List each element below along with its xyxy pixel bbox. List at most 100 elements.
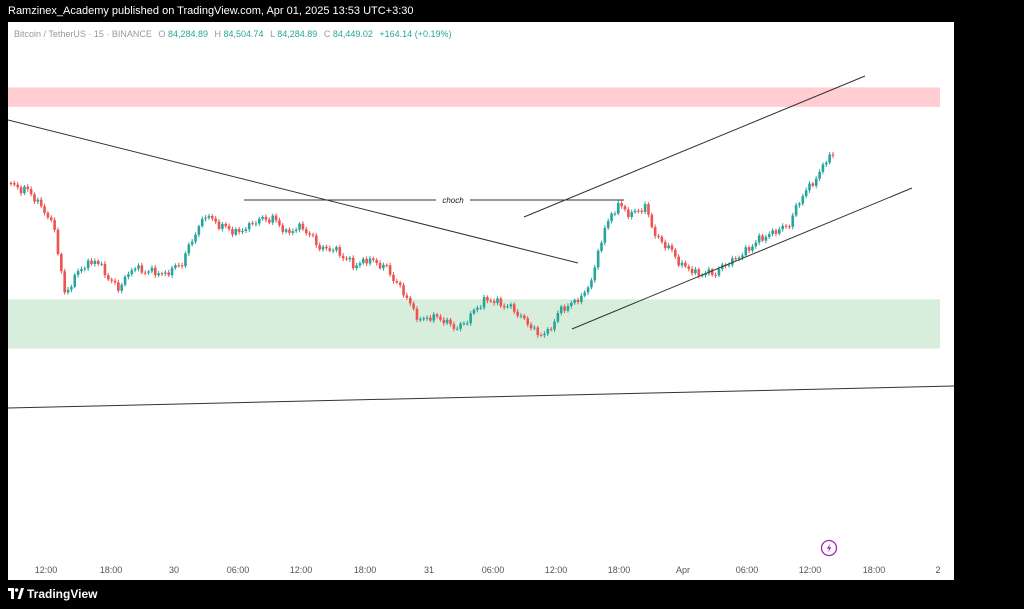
- candle: [241, 228, 244, 235]
- candle: [590, 277, 593, 290]
- descending-trendline[interactable]: [8, 119, 579, 264]
- footer: TradingView: [0, 580, 1024, 609]
- candle: [49, 215, 53, 223]
- candle: [583, 290, 587, 298]
- candle: [133, 266, 137, 273]
- candle: [73, 273, 77, 289]
- candle: [398, 280, 402, 288]
- candle: [224, 221, 228, 229]
- candle: [492, 298, 496, 306]
- candle: [794, 202, 798, 217]
- candle: [637, 208, 640, 214]
- candle: [566, 303, 570, 313]
- candle: [506, 303, 509, 309]
- candle: [375, 257, 379, 266]
- candle: [412, 301, 415, 311]
- candle: [546, 327, 550, 337]
- candle: [811, 181, 815, 188]
- candle: [93, 258, 97, 267]
- price-chart[interactable]: choch Bitcoin / TetherUS · 15 · BINANCE …: [8, 22, 954, 580]
- candle: [304, 226, 308, 236]
- candle: [318, 242, 321, 252]
- candle: [408, 296, 412, 307]
- candle: [663, 239, 667, 251]
- candle: [415, 306, 419, 323]
- candle: [63, 268, 66, 295]
- candle: [328, 245, 332, 253]
- chart-panel[interactable]: choch Bitcoin / TetherUS · 15 · BINANCE …: [8, 22, 954, 580]
- candle: [744, 244, 748, 258]
- candle: [23, 184, 26, 196]
- zones-layer: [8, 87, 940, 349]
- candle: [509, 302, 513, 310]
- candle: [157, 271, 160, 278]
- candle: [573, 298, 576, 305]
- candle: [512, 302, 516, 315]
- candle: [26, 184, 30, 192]
- tradingview-brand[interactable]: TradingView: [27, 587, 98, 601]
- candle: [338, 244, 342, 258]
- open-label: O: [158, 29, 165, 39]
- candle: [378, 260, 382, 270]
- candle: [194, 232, 197, 244]
- long-support-line[interactable]: [8, 385, 954, 409]
- support-zone[interactable]: [8, 299, 940, 349]
- candle: [325, 244, 328, 251]
- candle: [33, 192, 36, 204]
- candle: [737, 255, 741, 262]
- candle: [603, 225, 607, 246]
- candle: [751, 244, 754, 253]
- candle: [76, 268, 80, 278]
- x-tick-label: 31: [424, 565, 434, 575]
- candle: [402, 282, 405, 298]
- candle: [247, 221, 251, 232]
- candle: [351, 255, 355, 271]
- candles-layer: [9, 151, 835, 338]
- candle: [690, 266, 694, 276]
- candle: [13, 180, 16, 187]
- trendlines-layer[interactable]: choch: [8, 75, 954, 409]
- candle: [831, 151, 835, 159]
- publish-header: Ramzinex_Academy published on TradingVie…: [0, 0, 1024, 22]
- x-tick-label: 06:00: [482, 565, 505, 575]
- candle: [757, 233, 761, 246]
- candle: [143, 270, 147, 276]
- candle: [606, 218, 610, 230]
- candle: [29, 186, 33, 197]
- channel-upper-line[interactable]: [523, 75, 866, 218]
- candle: [623, 204, 627, 212]
- candle: [137, 263, 140, 272]
- candle: [734, 256, 738, 261]
- candle: [596, 248, 600, 270]
- candle: [298, 222, 301, 233]
- x-axis[interactable]: 12:00 18:00 30 06:00 12:00 18:00 31 06:00 12:00 1…: [35, 565, 941, 575]
- candle: [117, 279, 120, 293]
- candle: [764, 234, 768, 244]
- candle: [237, 226, 241, 235]
- candle: [100, 261, 103, 267]
- resistance-zone[interactable]: [8, 87, 940, 107]
- candle: [204, 215, 207, 222]
- channel-lower-line[interactable]: [571, 187, 913, 330]
- candle: [643, 201, 647, 215]
- candle: [677, 254, 680, 268]
- candle: [174, 263, 177, 270]
- candle: [214, 216, 217, 225]
- candle: [781, 223, 784, 232]
- candle: [358, 261, 362, 269]
- candle: [814, 176, 818, 189]
- candle: [53, 217, 56, 233]
- candle: [526, 316, 529, 328]
- candle: [257, 216, 261, 226]
- candle: [563, 304, 566, 314]
- x-tick-label: 06:00: [736, 565, 759, 575]
- svg-text:Bitcoin / TetherUS · 15 · BINA: Bitcoin / TetherUS · 15 · BINANCE O 84,2…: [14, 29, 451, 39]
- candle: [294, 227, 298, 233]
- alert-icon[interactable]: [820, 539, 838, 557]
- candle: [784, 223, 788, 229]
- candle: [670, 243, 674, 253]
- candle: [368, 256, 372, 266]
- candle: [197, 224, 201, 238]
- candle: [710, 267, 714, 277]
- tradingview-logo-icon[interactable]: [8, 588, 24, 600]
